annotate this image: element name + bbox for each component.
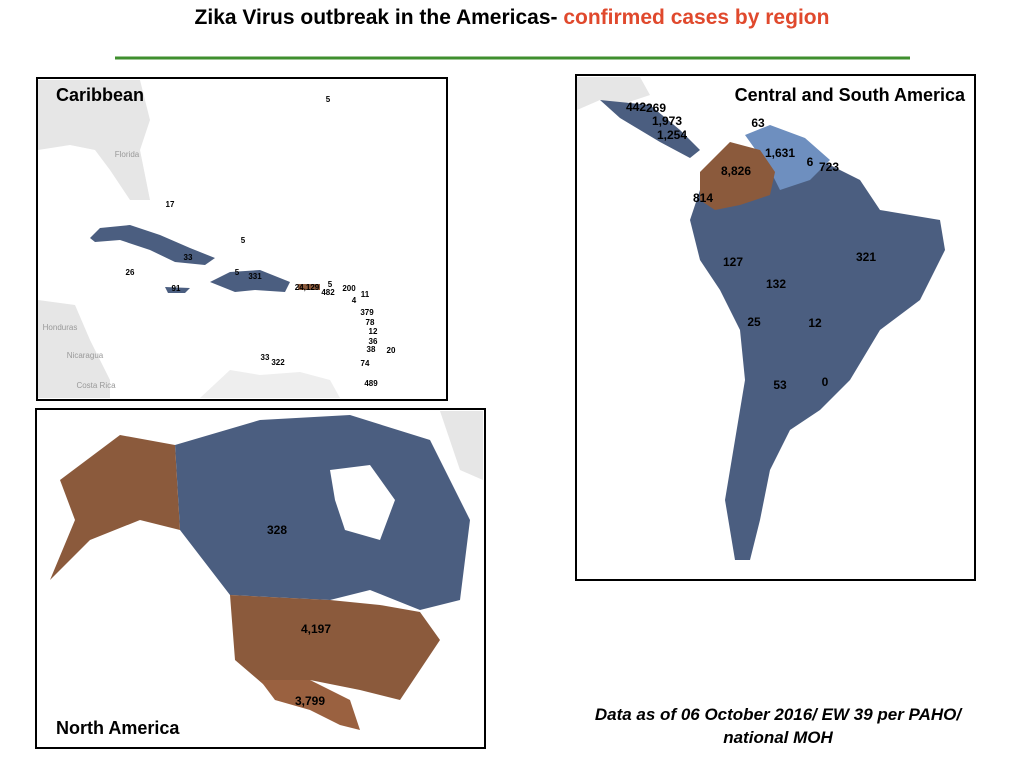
case-label: 442 (626, 100, 646, 114)
place-label: Honduras (43, 323, 78, 332)
place-label: Florida (115, 150, 140, 159)
case-label: 11 (361, 290, 370, 299)
case-label: 38 (367, 345, 376, 354)
case-label: 269 (646, 101, 666, 115)
case-label: 17 (166, 200, 175, 209)
case-label: 5 (328, 280, 333, 289)
case-label: 4,197 (301, 622, 331, 636)
case-label: 5 (235, 268, 240, 277)
case-label: 127 (723, 255, 743, 269)
case-label: 4 (352, 296, 357, 305)
case-label: 6 (807, 155, 814, 169)
case-label: 328 (267, 523, 287, 537)
case-label: 78 (366, 318, 375, 327)
central-south-map: Central and South America 442 269 1,973 … (575, 74, 976, 581)
case-label: 26 (126, 268, 135, 277)
case-label: 36 (369, 337, 378, 346)
title-text: Zika Virus outbreak in the Americas- (194, 6, 564, 29)
case-label: 1,254 (657, 128, 687, 142)
note-line: national MOH (723, 728, 833, 747)
case-label: 3,799 (295, 694, 325, 708)
panel-title: Caribbean (56, 85, 144, 105)
caribbean-map: Caribbean Florida Honduras Nicaragua Cos… (36, 77, 448, 401)
case-label: 74 (361, 359, 370, 368)
case-label: 331 (248, 272, 262, 281)
case-label: 20 (387, 346, 396, 355)
case-label: 482 (321, 288, 335, 297)
case-label: 321 (856, 250, 876, 264)
case-label: 33 (261, 353, 270, 362)
case-label: 33 (184, 253, 193, 262)
panel-title: North America (56, 718, 180, 738)
title-highlight: confirmed cases by region (563, 6, 830, 29)
case-label: 1,973 (652, 114, 682, 128)
case-label: 91 (172, 284, 181, 293)
case-label: 1,631 (765, 146, 795, 160)
case-label: 0 (822, 375, 829, 389)
case-label: 200 (342, 284, 356, 293)
place-label: Nicaragua (67, 351, 104, 360)
case-label: 24,129 (295, 283, 320, 292)
slide-title: Zika Virus outbreak in the Americas- con… (162, 4, 862, 32)
note-line: Data as of 06 October 2016/ EW 39 per PA… (595, 705, 964, 724)
case-label: 132 (766, 277, 786, 291)
case-label: 12 (369, 327, 378, 336)
case-label: 814 (693, 191, 713, 205)
case-label: 53 (773, 378, 787, 392)
case-label: 379 (360, 308, 374, 317)
case-label: 322 (271, 358, 285, 367)
case-label: 5 (241, 236, 246, 245)
place-label: Costa Rica (76, 381, 116, 390)
case-label: 723 (819, 160, 839, 174)
case-label: 489 (364, 379, 378, 388)
case-label: 12 (808, 316, 822, 330)
case-label: 25 (747, 315, 761, 329)
panel-title: Central and South America (735, 85, 966, 105)
case-label: 5 (326, 95, 331, 104)
north-america-map: North America 328 4,197 3,799 (35, 408, 486, 749)
case-label: 8,826 (721, 164, 751, 178)
case-label: 63 (751, 116, 765, 130)
